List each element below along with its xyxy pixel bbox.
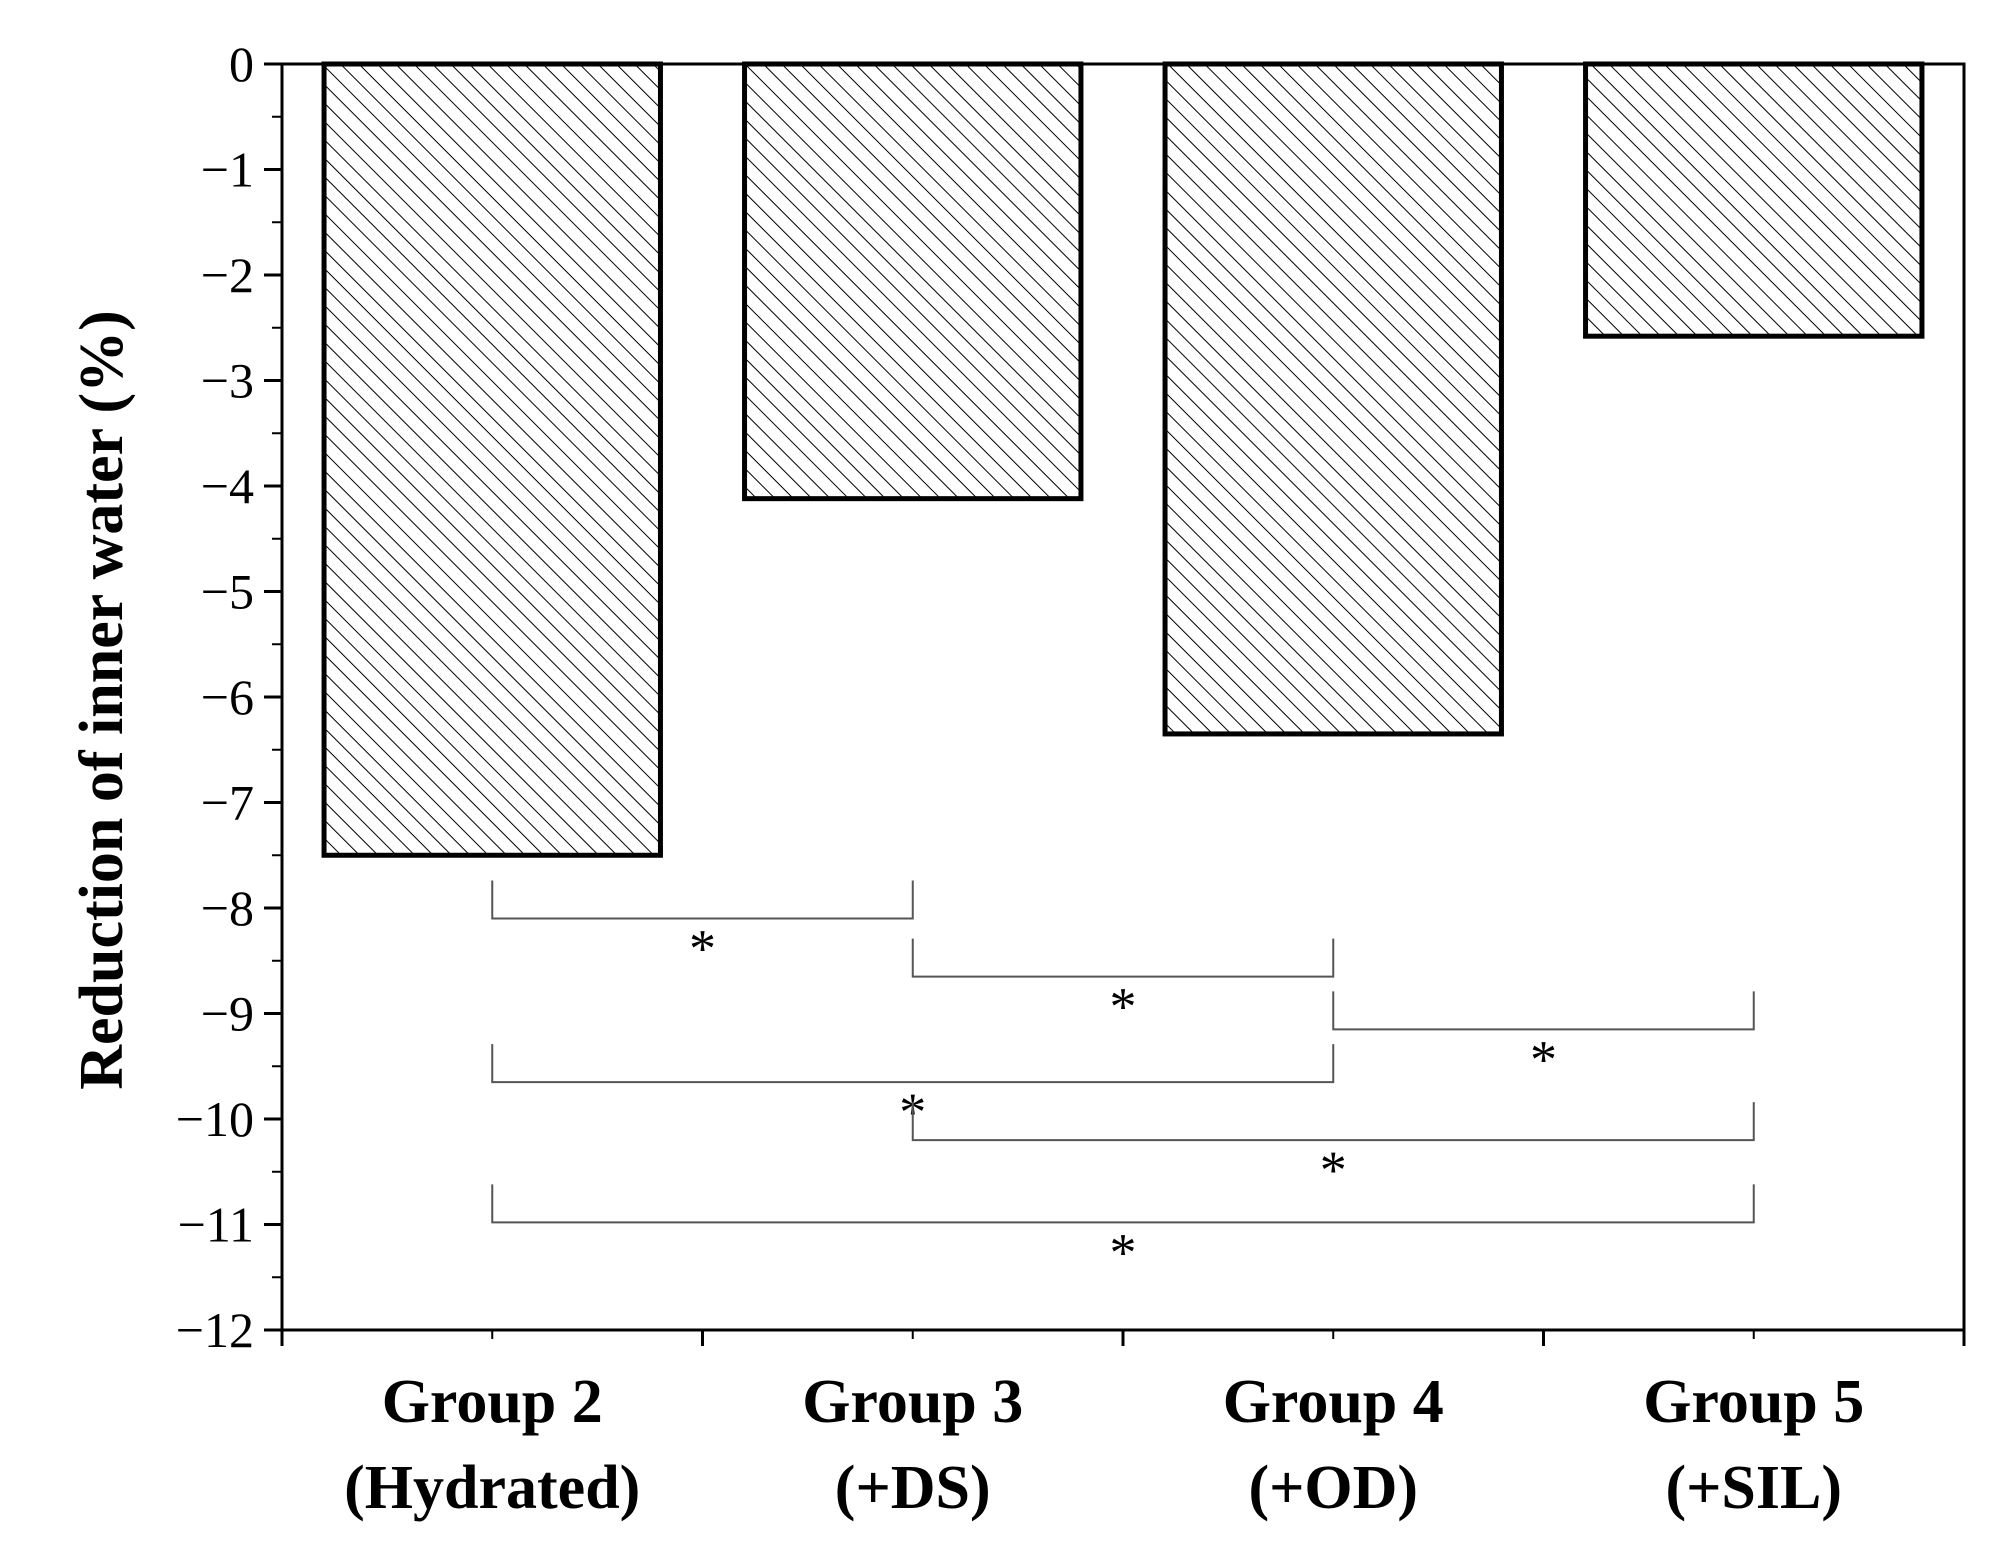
significance-bracket [1332,991,1755,1031]
significance-bracket [491,1184,1755,1224]
y-tick-label: −5 [201,564,254,620]
bars [321,61,1925,858]
y-tick-label: −3 [201,353,254,409]
y-tick-label: −2 [201,247,254,303]
y-tick-label: −6 [201,669,254,725]
y-tick-label: 0 [229,36,254,92]
x-category-label: Group 2 [382,1368,603,1436]
axes [264,62,1966,1346]
x-category-label: Group 4 [1223,1368,1444,1436]
y-tick-label: −11 [178,1197,254,1253]
x-category-sublabel: (Hydrated) [344,1454,640,1522]
y-tick-label: −7 [201,775,254,831]
y-tick-label: −9 [201,986,254,1042]
x-category-label: Group 3 [802,1368,1023,1436]
significance-bracket [491,1044,1335,1084]
y-tick-label: −10 [176,1091,254,1147]
x-category-sublabel: (+DS) [835,1454,991,1522]
bar [742,61,1084,502]
bar [1162,61,1504,737]
significance-brackets: ****** [491,880,1755,1282]
x-category-sublabel: (+OD) [1248,1454,1418,1522]
bar [321,61,663,858]
bar [1583,61,1925,339]
significance-star: * [1530,1029,1557,1089]
significance-star: * [689,919,716,979]
y-tick-label: −4 [201,458,254,514]
y-tick-label: −12 [176,1302,254,1358]
y-tick-label: −8 [201,880,254,936]
significance-bracket [491,880,914,920]
axis-labels: 0 −1 −2 −3 −4 −5 −6 −7 −8 −9 −10 −11 −12 Group 2 (Hydr… [176,36,1865,1522]
x-category-sublabel: (+SIL) [1665,1454,1842,1522]
significance-bracket [911,1102,1755,1142]
significance-bracket [911,938,1335,978]
y-tick-label: −1 [201,142,254,198]
significance-star: * [1320,1140,1347,1200]
x-category-label: Group 5 [1643,1368,1864,1436]
significance-star: * [1110,1222,1137,1282]
significance-star: * [1110,977,1137,1037]
y-axis-title: Reduction of inner water (%) [68,310,136,1090]
